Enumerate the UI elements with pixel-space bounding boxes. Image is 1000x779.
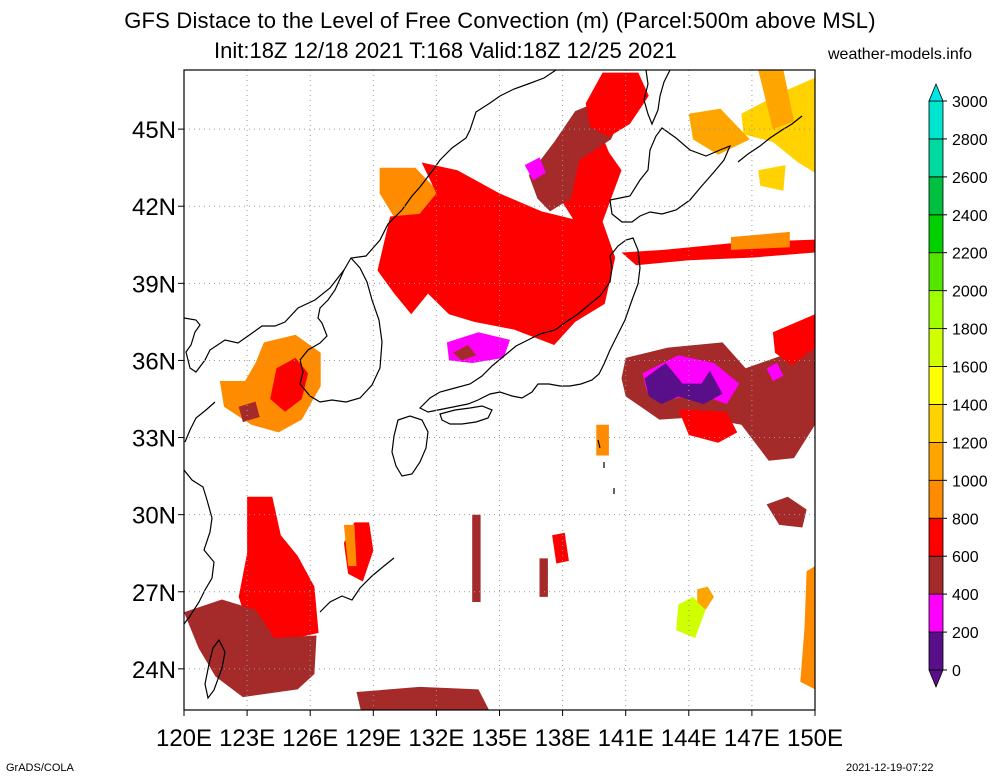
y-tick-label-6: 42N [132,194,176,221]
field-region-14 [238,496,319,641]
y-tick-label-5: 39N [132,271,176,298]
colorbar-segment-5 [928,441,944,481]
colorbar-label-15: 3000 [952,94,988,111]
coastline-china-east [184,469,215,625]
x-axis: 120E 123E 126E 129E 132E 135E 138E 141E 144E 147E… [156,710,843,752]
x-tick-label-6: 138E [535,725,591,752]
x-tick-label-5: 135E [471,725,527,752]
field-region-28 [697,586,714,610]
field-region-13 [453,345,477,361]
field-region-30 [552,532,569,564]
x-tick-label-2: 126E [282,725,338,752]
colorbar-label-8: 1600 [952,360,988,377]
colorbar-label-1: 200 [952,625,979,642]
field-region-3 [585,72,649,137]
colorbar-segment-9 [928,290,944,330]
grid-lines [184,70,815,710]
field-region-4 [524,157,546,181]
x-tick-label-4: 132E [408,725,464,752]
colorbar: 0 200 400 600 800 1000 1200 1400 1600 1800 2000 220… [928,82,988,689]
field-region-33 [758,70,794,130]
site-label: weather-models.info [828,46,973,63]
coastline-ryukyu [319,557,395,613]
map-area [183,69,816,711]
colorbar-segment-3 [928,517,944,557]
y-tick-label-0: 24N [132,657,176,684]
x-tick-label-7: 141E [598,725,654,752]
field-region-18 [356,686,489,710]
field-region-27 [676,596,706,638]
coastline-yellow-sea [184,401,216,443]
colorbar-label-6: 1200 [952,435,988,452]
colorbar-label-3: 600 [952,549,979,566]
field-region-26 [800,566,815,690]
colorbar-segment-4 [928,479,944,519]
field-region-25 [766,496,807,528]
colorbar-label-12: 2400 [952,208,988,225]
colorbar-segment-0 [928,631,944,671]
colorbar-segment-6 [928,404,944,443]
colorbar-label-14: 2800 [952,132,988,149]
field-region-8 [730,231,790,250]
colorbar-segment-14 [928,100,944,140]
x-tick-label-9: 147E [724,725,780,752]
coastline-kuril [737,115,803,163]
field-region-23 [644,363,723,405]
chart-subtitle: Init:18Z 12/18 2021 T:168 Valid:18Z 12/2… [214,38,677,63]
colorbar-label-11: 2200 [952,246,988,263]
colorbar-segment-7 [928,366,944,405]
colorbar-segment-8 [928,328,944,367]
y-axis: 24N 27N 30N 33N 36N 39N 42N 45N [132,117,184,684]
field-region-20 [678,409,738,443]
coastline-shikoku [439,405,493,425]
field-region-11 [238,401,260,423]
colorbar-label-9: 1800 [952,322,988,339]
x-tick-label-8: 144E [661,725,717,752]
colorbar-high-arrow [928,82,944,102]
field-region-29 [472,514,481,602]
chart-title: GFS Distace to the Level of Free Convect… [124,8,876,33]
colorbar-label-4: 800 [952,511,979,528]
footer-right: 2021-12-19-07:22 [846,762,934,774]
colorbar-segment-12 [928,176,944,216]
colorbar-label-5: 1000 [952,473,988,490]
coastline-hokkaido [609,127,732,223]
coastline-taiwan [204,638,226,700]
coastline-layer [184,70,803,700]
colorbar-label-13: 2600 [952,170,988,187]
field-region-31 [539,558,548,597]
coastline-kyushu [391,415,429,477]
colorbar-label-7: 1400 [952,398,988,415]
field-region-17 [343,524,357,567]
footer-left: GrADS/COLA [6,762,74,774]
field-region-6 [688,108,750,155]
y-tick-label-1: 27N [132,580,176,607]
colorbar-segment-11 [928,214,944,254]
field-region-21 [772,314,815,366]
colorbar-label-10: 2000 [952,284,988,301]
field-region-15 [184,599,317,698]
colorbar-segment-1 [928,593,944,633]
colorbar-label-2: 400 [952,587,979,604]
field-region-34 [758,165,786,191]
x-tick-label-1: 123E [219,725,275,752]
colorbar-low-arrow [928,669,944,689]
y-tick-label-4: 36N [132,348,176,375]
colorbar-segment-2 [928,555,944,595]
x-tick-label-3: 129E [345,725,401,752]
x-tick-label-10: 150E [787,725,843,752]
colorbar-segment-10 [928,252,944,291]
coastline-izu-islands [597,439,615,494]
y-tick-label-7: 45N [132,117,176,144]
coastline-honshu [418,237,641,413]
field-region-10 [270,357,309,412]
coastline-sakhalin [643,70,671,126]
y-tick-label-2: 30N [132,503,176,530]
field-region-24 [766,363,784,381]
colorbar-label-0: 0 [952,663,961,680]
y-tick-label-3: 33N [132,426,176,453]
colorbar-segment-13 [928,138,944,178]
x-tick-label-0: 120E [156,725,212,752]
